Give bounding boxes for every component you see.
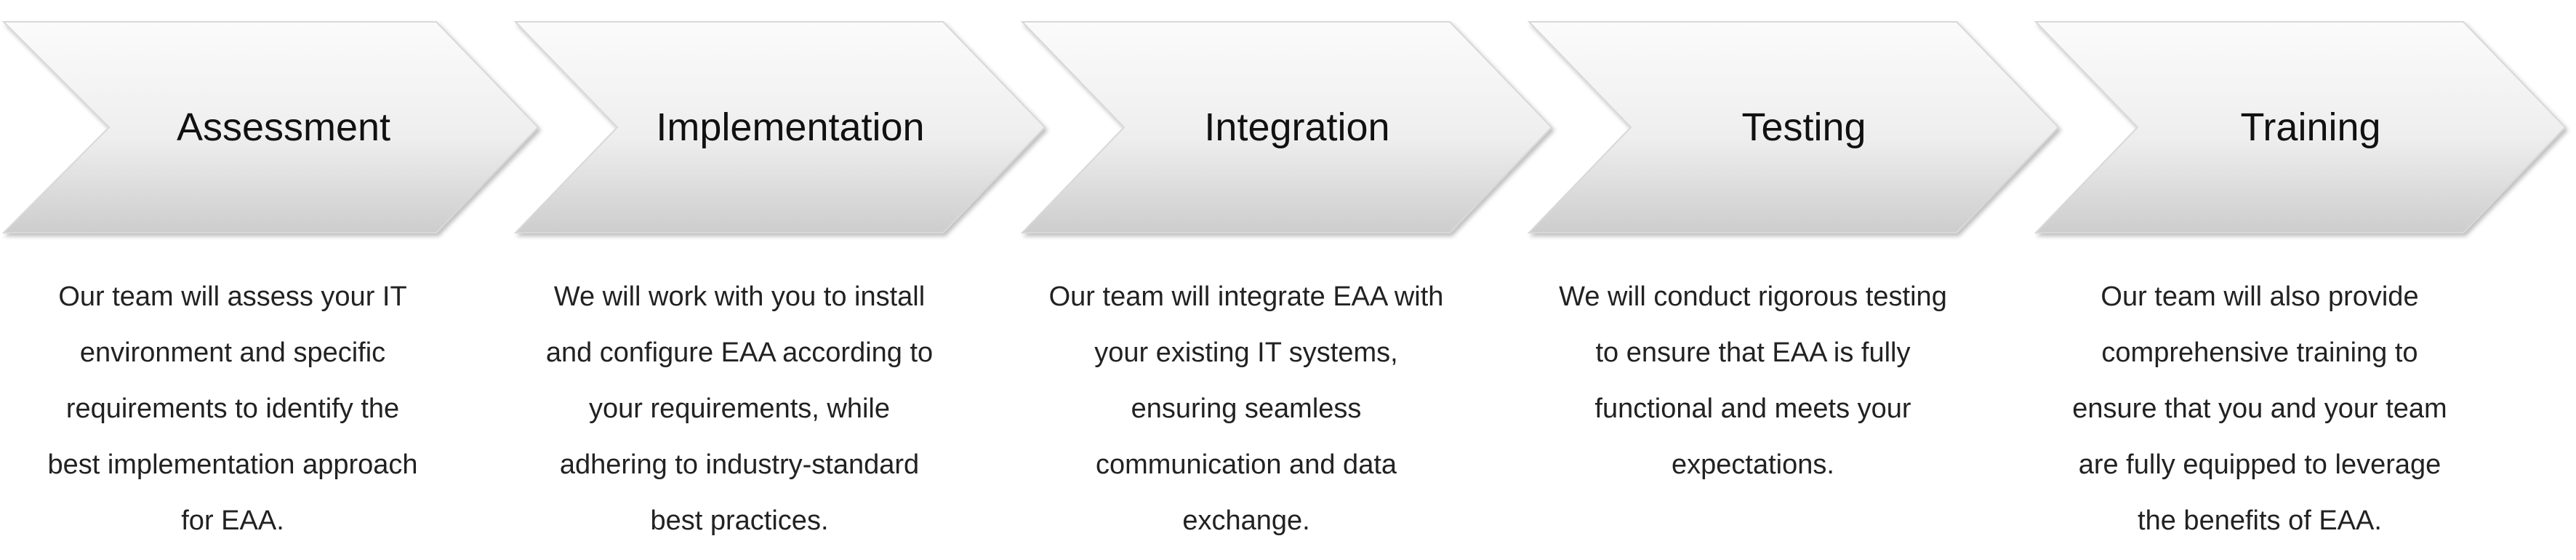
step-title: Integration (1204, 105, 1390, 149)
step-integration: Integration Our team will integrate EAA … (1014, 0, 1559, 560)
step-testing: Testing We will conduct rigorous testing… (1520, 0, 2066, 560)
step-training: Training Our team will also provide comp… (2027, 0, 2572, 560)
step-title: Assessment (176, 105, 391, 149)
step-description-line: to ensure that EAA is fully (1595, 337, 1911, 368)
step-description: Our team will also provide comprehensive… (2045, 269, 2474, 549)
step-description-line: exchange. (1182, 505, 1310, 536)
chevron-arrow-shape (513, 21, 1046, 233)
step-description-line: communication and data (1095, 449, 1397, 480)
step-description-line: comprehensive training to (2101, 337, 2418, 368)
step-description-line: We will conduct rigorous testing (1559, 281, 1947, 312)
step-description-line: your existing IT systems, (1094, 337, 1398, 368)
step-description-line: your requirements, while (589, 393, 890, 424)
step-description-line: environment and specific (79, 337, 386, 368)
chevron-arrow-shape (1527, 21, 2060, 233)
step-implementation: Implementation We will work with you to … (507, 0, 1052, 560)
step-description-line: are fully equipped to leverage (2078, 449, 2441, 480)
step-description-line: adhering to industry-standard (559, 449, 920, 480)
chevron-arrow-shape (2034, 21, 2567, 233)
step-title: Training (2240, 105, 2381, 149)
step-description-line: functional and meets your (1594, 393, 1911, 424)
step-description: We will conduct rigorous testing to ensu… (1538, 269, 1967, 493)
step-description-line: Our team will integrate EAA with (1048, 281, 1444, 312)
step-description: We will work with you to install and con… (529, 269, 950, 549)
step-description-line: requirements to identify the (65, 393, 400, 424)
step-description-line: the benefits of EAA. (2138, 505, 2382, 536)
step-description-line: ensure that you and your team (2072, 393, 2447, 424)
chevron-arrow-shape (1020, 21, 1553, 233)
step-description-line: Our team will also provide (2100, 281, 2419, 312)
step-description: Our team will assess your IT environment… (29, 269, 436, 549)
step-title: Testing (1741, 105, 1866, 149)
step-description-line: expectations. (1672, 449, 1834, 480)
step-assessment: Assessment Our team will assess your IT … (0, 0, 545, 560)
step-description-line: We will work with you to install (553, 281, 926, 312)
step-description-line: ensuring seamless (1131, 393, 1362, 424)
step-description: Our team will integrate EAA with your ex… (1032, 269, 1461, 549)
step-description-line: and configure EAA according to (545, 337, 934, 368)
step-title: Implementation (656, 105, 925, 149)
step-description-line: best implementation approach (47, 449, 418, 480)
step-description-line: for EAA. (181, 505, 284, 536)
step-description-line: Our team will assess your IT (58, 281, 407, 312)
chevron-arrow-shape (1, 21, 539, 233)
step-description-line: best practices. (650, 505, 829, 536)
